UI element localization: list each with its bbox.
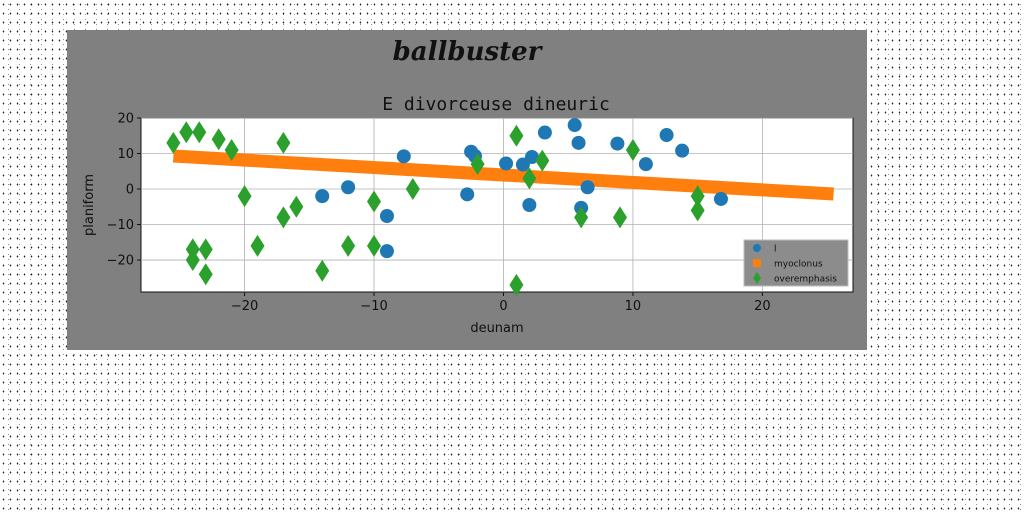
data-point-l [315, 189, 330, 204]
data-point-overemphasis [211, 128, 226, 151]
legend-label-myoclonus: myoclonus [774, 260, 823, 270]
data-point-overemphasis [179, 121, 194, 144]
data-point-overemphasis [509, 124, 524, 147]
chart-marks [166, 118, 834, 296]
data-point-l [610, 136, 625, 151]
legend-label-overemphasis: overemphasis [774, 275, 837, 285]
chart-title: E divorceuse dineuric [382, 94, 610, 115]
data-point-l [499, 156, 514, 171]
data-point-overemphasis [367, 234, 382, 257]
series-line-myoclonus [172, 149, 834, 201]
data-point-l [379, 244, 394, 259]
x-tick-label: −20 [231, 299, 258, 314]
data-point-overemphasis [198, 238, 213, 261]
data-point-overemphasis [690, 185, 705, 208]
data-point-overemphasis [690, 199, 705, 222]
data-point-overemphasis [367, 190, 382, 213]
data-point-l [379, 209, 394, 224]
y-tick-label: −20 [107, 254, 134, 269]
data-point-overemphasis [612, 206, 627, 229]
data-point-l [460, 187, 475, 202]
data-point-overemphasis [237, 185, 252, 208]
grid-lines [141, 117, 853, 292]
decorative-title: ballbuster [393, 37, 544, 67]
axes: −20 −10 0 10 20 −20 −10 0 10 20 [107, 112, 771, 315]
plot-area [140, 117, 854, 293]
data-point-overemphasis [574, 206, 589, 229]
x-tick-label: −10 [360, 299, 387, 314]
data-point-overemphasis [535, 149, 550, 172]
y-tick-label: −10 [107, 218, 134, 233]
x-axis-label: deunam [470, 321, 523, 336]
data-point-overemphasis [289, 195, 304, 218]
data-point-l [341, 180, 356, 195]
data-point-l [638, 157, 653, 172]
y-tick-label: 20 [117, 112, 134, 127]
y-axis-label: planiform [82, 174, 97, 236]
data-point-overemphasis [522, 167, 537, 190]
data-point-l [567, 118, 582, 133]
data-point-l [396, 149, 411, 164]
x-tick-label: 10 [625, 299, 642, 314]
data-point-overemphasis [198, 263, 213, 286]
y-tick-label: 10 [117, 147, 134, 162]
data-point-overemphasis [224, 138, 239, 161]
data-point-overemphasis [185, 249, 200, 272]
data-point-l [571, 135, 586, 150]
x-tick-label: 0 [499, 299, 507, 314]
legend-marker-l [753, 244, 761, 252]
y-tick-label: 0 [126, 183, 134, 198]
data-point-l [659, 128, 674, 143]
data-point-overemphasis [625, 138, 640, 161]
data-point-overemphasis [276, 206, 291, 229]
legend-marker-overemphasis [753, 272, 761, 284]
data-point-l [675, 143, 690, 158]
legend: l myoclonus overemphasis [743, 239, 849, 287]
data-point-overemphasis [166, 131, 181, 154]
legend-label-l: l [774, 245, 777, 255]
data-point-overemphasis [341, 234, 356, 257]
data-point-overemphasis [250, 234, 265, 257]
data-point-overemphasis [315, 259, 330, 282]
data-point-l [522, 198, 537, 212]
data-point-l [580, 180, 595, 195]
legend-box [743, 239, 849, 287]
data-point-overemphasis [509, 273, 524, 296]
data-point-l [537, 125, 552, 140]
data-point-l [713, 191, 728, 206]
data-point-overemphasis [192, 121, 207, 144]
x-tick-label: 20 [754, 299, 771, 314]
data-point-overemphasis [405, 178, 420, 201]
data-point-overemphasis [276, 131, 291, 154]
data-point-overemphasis [470, 153, 485, 176]
legend-marker-myoclonus [753, 259, 761, 267]
